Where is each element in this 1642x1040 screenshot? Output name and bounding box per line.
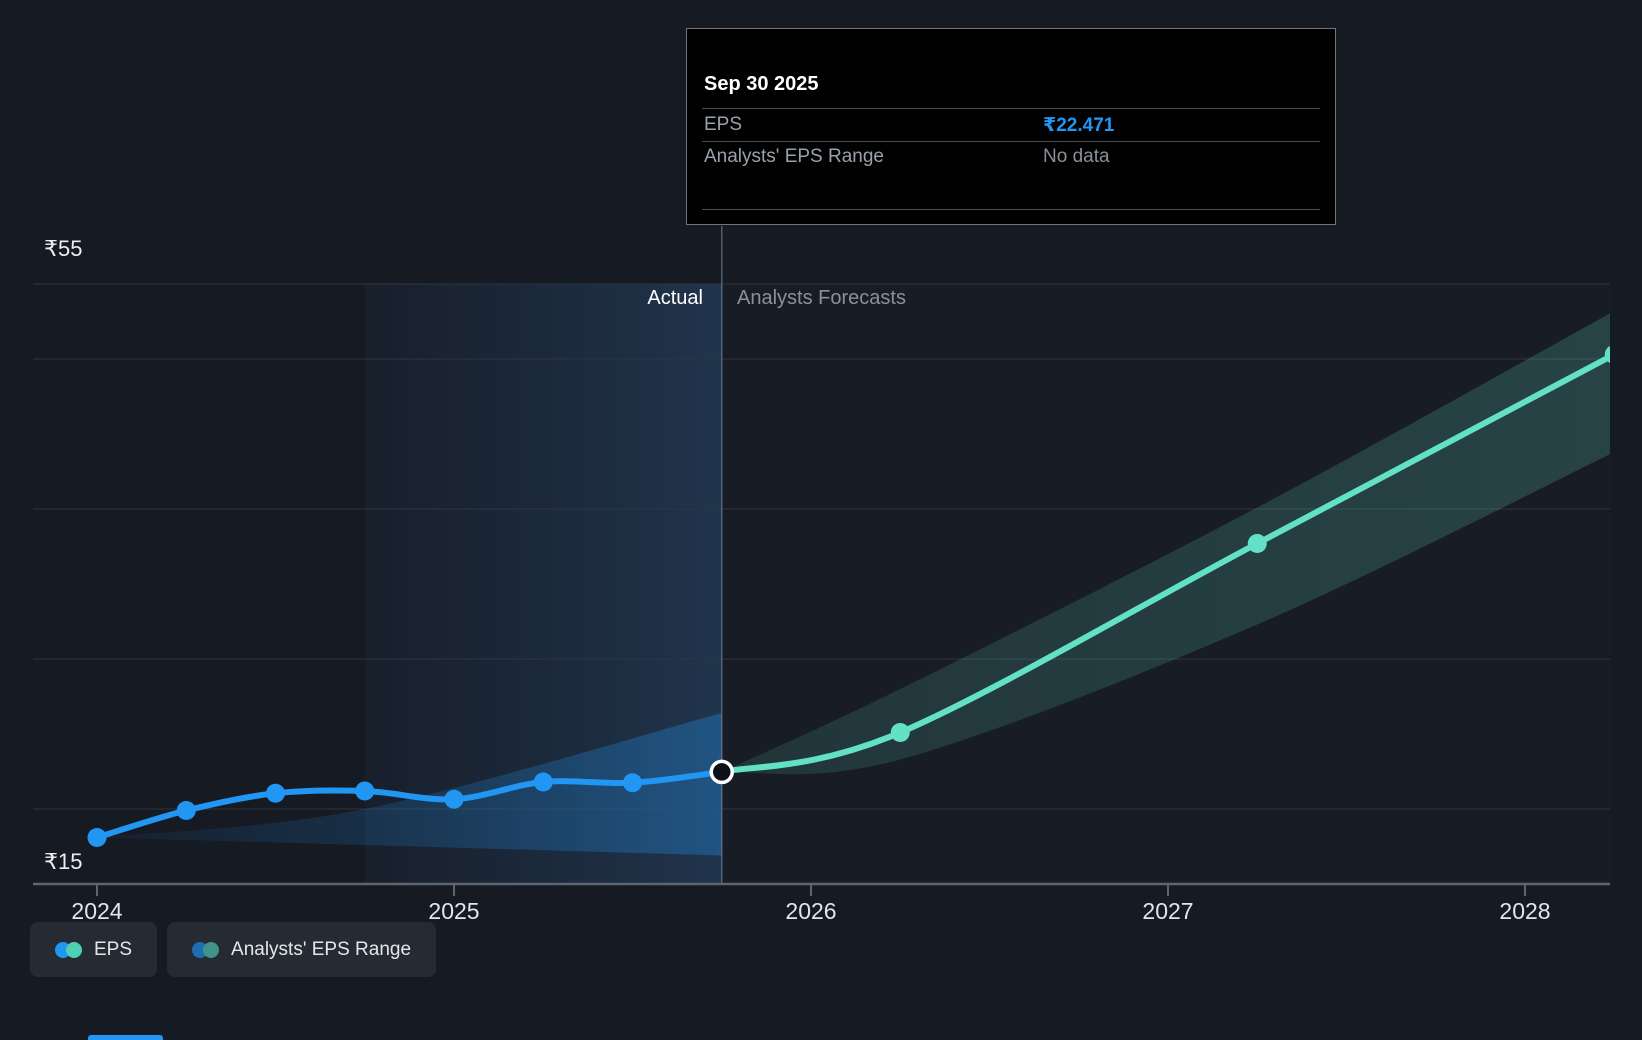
legend-range-label: Analysts' EPS Range <box>231 938 412 960</box>
data-point[interactable] <box>1604 345 1624 364</box>
actual-phase-label: Actual <box>647 287 703 309</box>
legend-eps-label: EPS <box>94 938 133 960</box>
x-axis-label: 2026 <box>785 898 836 924</box>
data-point[interactable] <box>1247 534 1267 553</box>
data-point[interactable] <box>266 783 285 803</box>
data-point[interactable] <box>355 781 375 801</box>
x-axis-label: 2025 <box>428 898 479 924</box>
data-point[interactable] <box>176 801 196 820</box>
tooltip-eps-label: EPS <box>704 114 743 135</box>
x-axis-label: 2028 <box>1499 898 1550 924</box>
past-range-band <box>97 713 722 856</box>
tooltip-range-label: Analysts' EPS Range <box>704 146 884 167</box>
eps-legend-icon <box>55 941 82 958</box>
tooltip-eps-value: ₹22.471 <box>1043 115 1115 136</box>
data-point[interactable] <box>533 772 553 792</box>
tooltip-date: Sep 30 2025 <box>704 73 819 95</box>
forecast-eps-line <box>718 353 1610 775</box>
range-legend-icon <box>192 941 220 958</box>
legend-range-toggle[interactable]: Analysts' EPS Range <box>167 922 437 977</box>
data-point[interactable] <box>87 828 107 847</box>
tooltip-row-range: Analysts' EPS Range No data <box>704 146 1318 170</box>
x-axis-label: 2024 <box>71 898 122 924</box>
y-axis-label-bottom: ₹15 <box>44 849 83 874</box>
chart-tooltip: Sep 30 2025 EPS ₹22.471 Analysts' EPS Ra… <box>686 28 1336 225</box>
tooltip-row-eps: EPS ₹22.471 <box>704 114 1318 138</box>
data-point[interactable] <box>444 789 464 809</box>
chart-legend: EPS Analysts' EPS Range <box>30 922 437 977</box>
selected-data-point[interactable] <box>709 759 734 785</box>
forecast-phase-label: Analysts Forecasts <box>737 287 906 309</box>
x-axis-label: 2027 <box>1142 898 1193 924</box>
tooltip-divider <box>702 141 1320 142</box>
data-point[interactable] <box>890 723 910 742</box>
tooltip-range-value: No data <box>1043 146 1110 167</box>
hidden-button-edge[interactable] <box>88 1035 163 1040</box>
tooltip-divider <box>702 209 1320 210</box>
legend-eps-toggle[interactable]: EPS <box>30 922 158 977</box>
tooltip-divider <box>702 108 1320 109</box>
data-point[interactable] <box>623 773 642 793</box>
y-axis-label-top: ₹55 <box>44 236 83 261</box>
